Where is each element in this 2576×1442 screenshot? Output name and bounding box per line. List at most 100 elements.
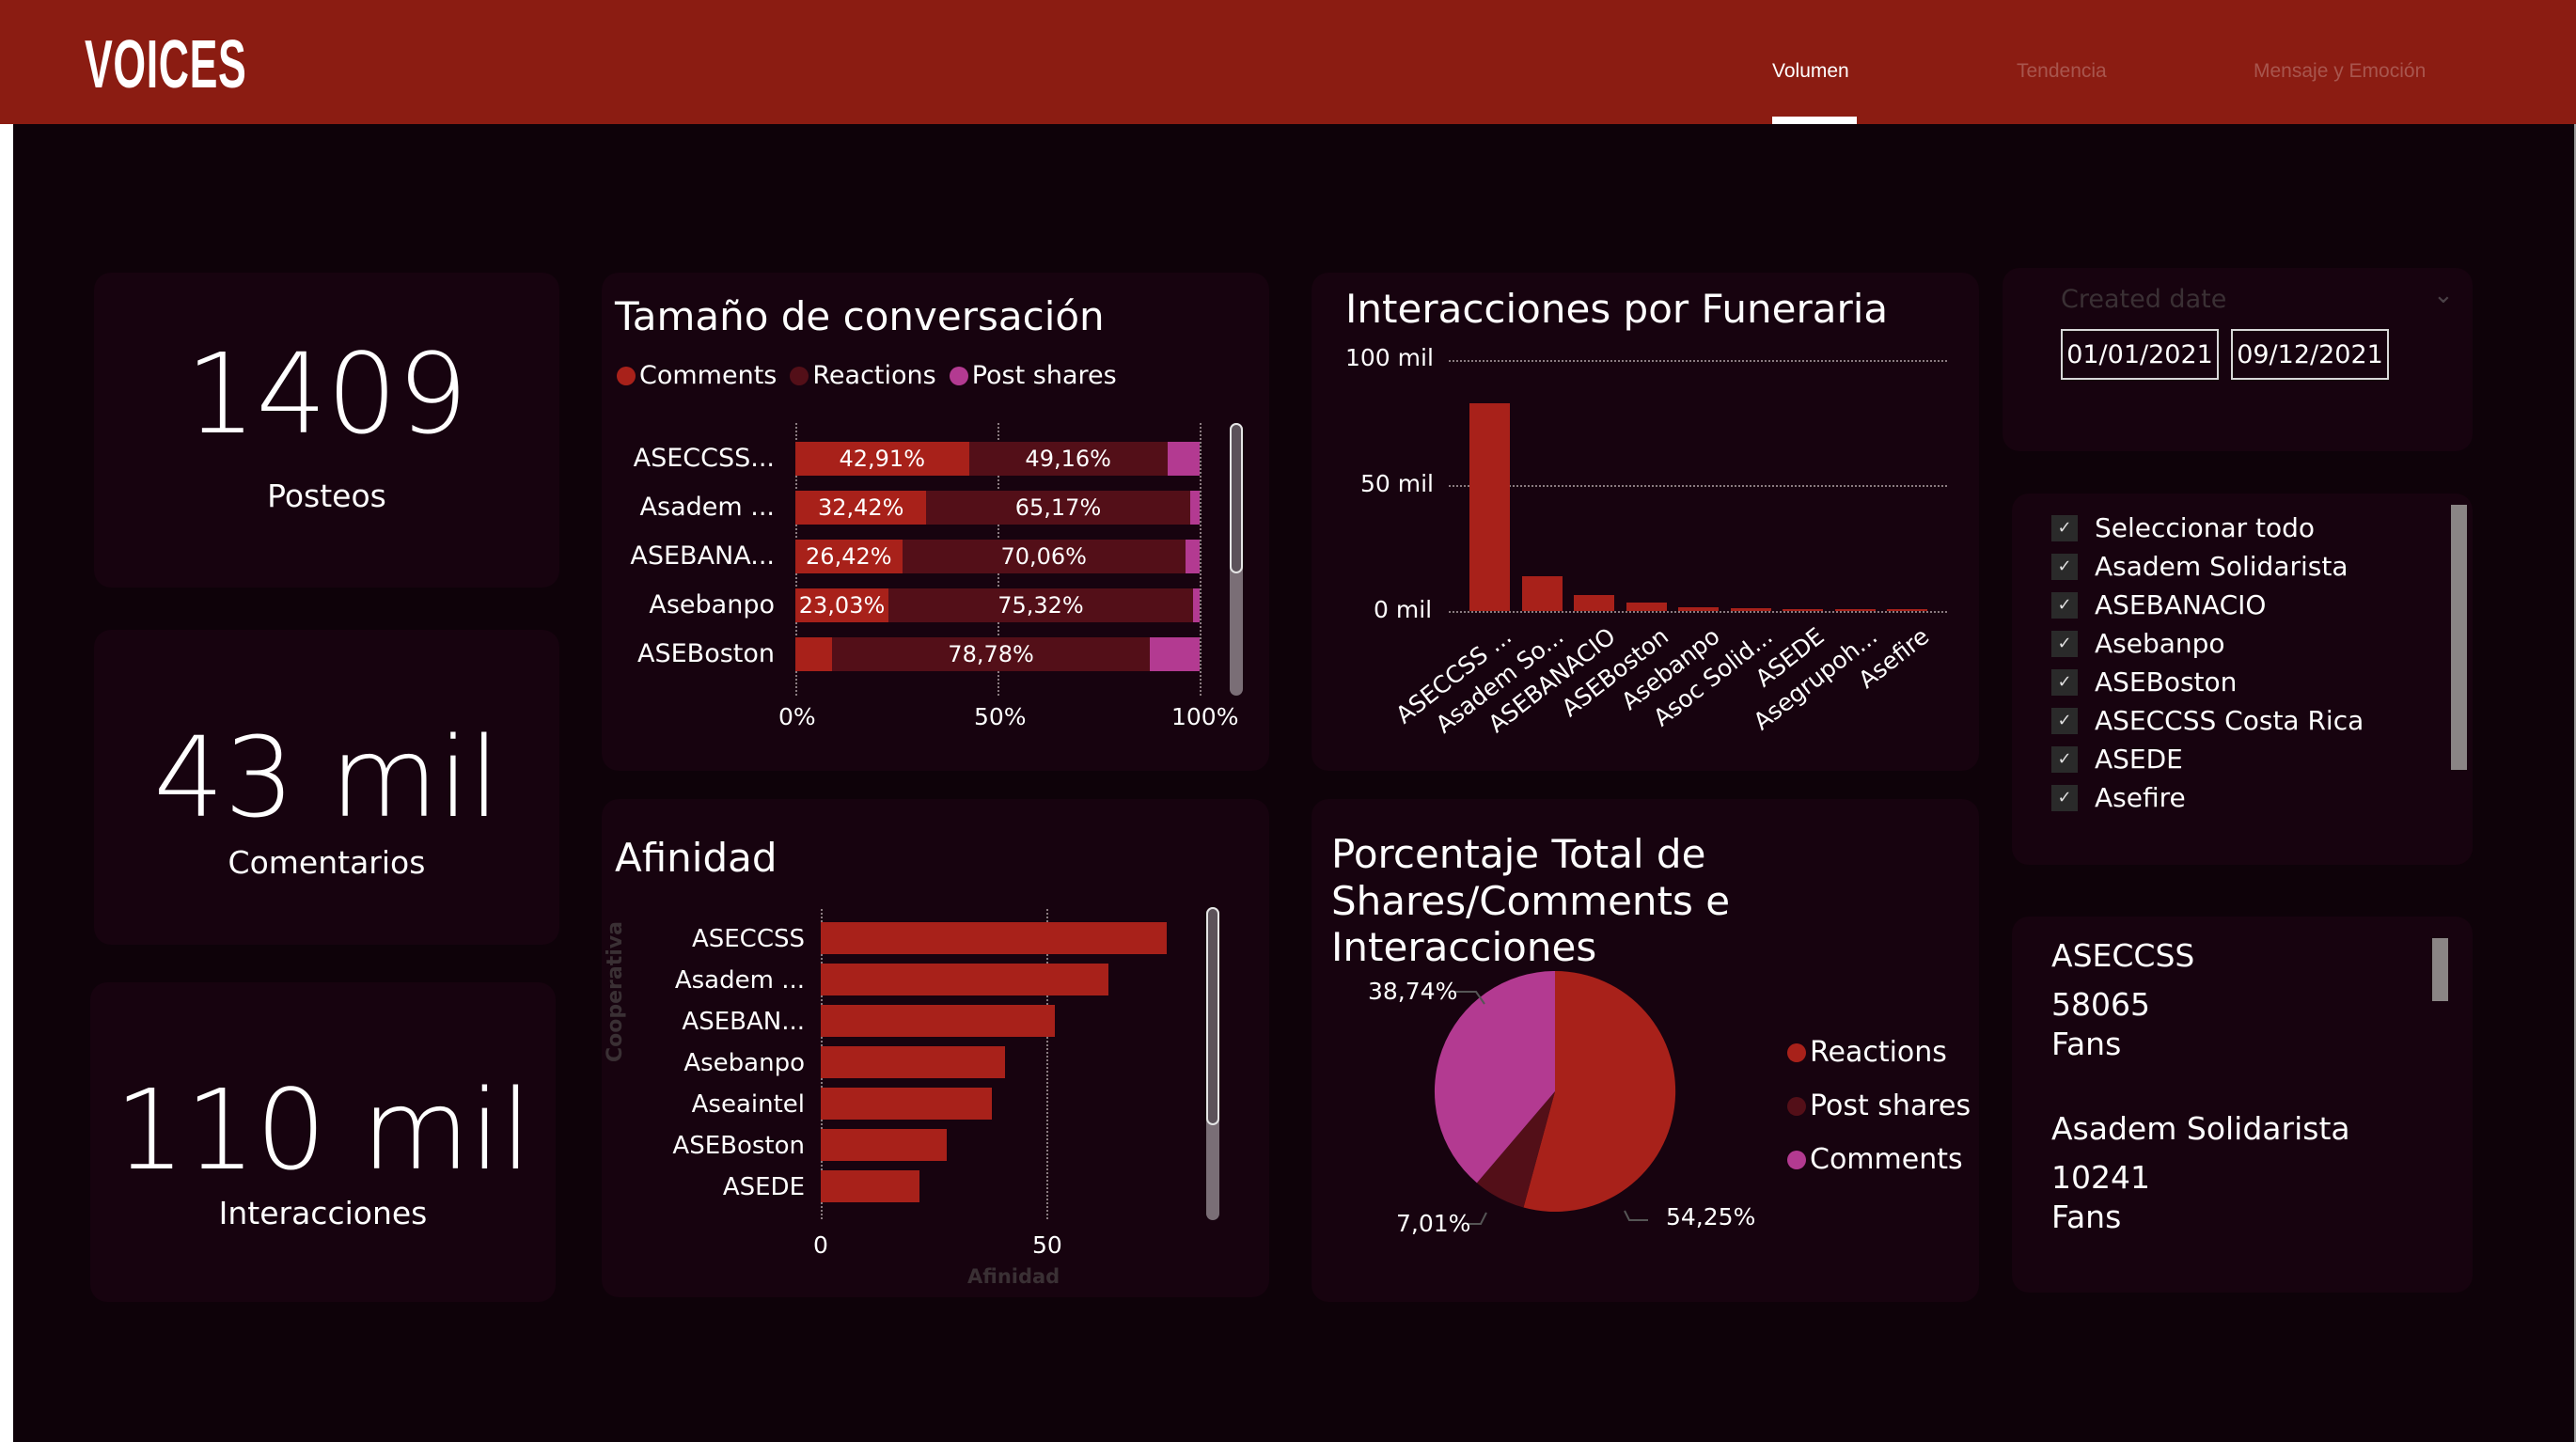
checkbox-checked-icon[interactable]: ✓	[2051, 630, 2078, 657]
scrollbar-thumb[interactable]	[2432, 938, 2448, 1001]
fans-unit: Fans	[2051, 1199, 2122, 1235]
chart-title: Afinidad	[615, 835, 778, 881]
slicer-item[interactable]: ✓ Asebanpo	[2051, 628, 2225, 659]
pie-slice-comments[interactable]	[1434, 971, 1555, 1183]
stacked-bar-row[interactable]: 32,42% 65,17%	[795, 491, 1200, 525]
legend-dot	[1787, 1150, 1806, 1169]
bar-aseccss[interactable]	[821, 922, 1167, 954]
legend-dot	[949, 366, 968, 385]
x-axis-title: Afinidad	[967, 1265, 1060, 1288]
bar-aseboston[interactable]	[1626, 603, 1667, 611]
segment-post-shares	[1192, 588, 1200, 622]
bar-asadem[interactable]	[1522, 576, 1563, 611]
checkbox-checked-icon[interactable]: ✓	[2051, 553, 2078, 580]
legend-dot	[790, 366, 809, 385]
chart-legend: Comments Reactions Post shares	[617, 361, 1117, 390]
fans-entity-name: ASECCSS	[2051, 937, 2195, 974]
legend-item-reactions[interactable]: Reactions	[1787, 1036, 1947, 1069]
tab-volumen[interactable]: Volumen	[1772, 60, 1849, 82]
checkbox-checked-icon[interactable]: ✓	[2051, 745, 2078, 773]
segment-reactions: 75,32%	[888, 588, 1193, 622]
chevron-down-icon[interactable]: ⌄	[2433, 281, 2454, 309]
legend-item-comments[interactable]: Comments	[617, 361, 777, 390]
stacked-bar-row[interactable]: 23,03% 75,32%	[795, 588, 1200, 622]
slicer-item[interactable]: ✓ Asefire	[2051, 782, 2186, 813]
legend-item-post-shares[interactable]: Post shares	[949, 361, 1117, 390]
chart-title-line2: Shares/Comments e Interacciones	[1331, 878, 1731, 970]
date-slicer-card: Created date ⌄ 01/01/2021 09/12/2021	[2003, 268, 2473, 451]
y-tick: 0 mil	[1374, 596, 1433, 623]
fans-entity-name: Asadem Solidarista	[2051, 1110, 2350, 1147]
list-clip	[2012, 821, 2473, 865]
segment-post-shares	[1150, 637, 1200, 671]
bar-asefire[interactable]	[1887, 609, 1927, 611]
segment-comments: 42,91%	[795, 442, 969, 476]
slicer-item[interactable]: ✓ ASEDE	[2051, 744, 2183, 775]
category-label: ASECCSS...	[633, 444, 775, 473]
end-date-input[interactable]: 09/12/2021	[2231, 329, 2389, 380]
bar-aseboston[interactable]	[821, 1129, 947, 1161]
bar-aseban[interactable]	[821, 1005, 1055, 1037]
y-tick: 50 mil	[1360, 470, 1435, 497]
slicer-item[interactable]: ✓ ASEBANACIO	[2051, 589, 2266, 620]
bar-asebanpo[interactable]	[821, 1046, 1005, 1078]
bar-asebanpo[interactable]	[1678, 607, 1719, 611]
stacked-bar-row[interactable]: 78,78%	[795, 637, 1200, 671]
fans-count: 10241	[2051, 1159, 2150, 1196]
bar-asadem[interactable]	[821, 964, 1108, 995]
slicer-item[interactable]: ✓ ASEBoston	[2051, 666, 2237, 697]
legend-item-comments[interactable]: Comments	[1787, 1143, 1963, 1176]
segment-comments	[795, 637, 832, 671]
category-label: ASECCSS	[691, 925, 805, 953]
top-nav-bar: VOICES Volumen Tendencia Mensaje y Emoci…	[0, 0, 2576, 124]
active-tab-indicator	[1772, 117, 1857, 124]
slicer-item[interactable]: ✓ Asadem Solidarista	[2051, 551, 2348, 582]
bar-aseaintel[interactable]	[821, 1088, 992, 1120]
bar-asebanacio[interactable]	[1574, 595, 1614, 611]
segment-comments: 23,03%	[795, 588, 889, 622]
checkbox-checked-icon[interactable]: ✓	[2051, 668, 2078, 696]
segment-reactions: 78,78%	[831, 637, 1151, 671]
checkbox-checked-icon[interactable]: ✓	[2051, 707, 2078, 734]
legend-item-reactions[interactable]: Reactions	[790, 361, 936, 390]
x-tick: 100%	[1171, 703, 1239, 730]
checkbox-checked-icon[interactable]: ✓	[2051, 514, 2078, 541]
slicer-item-select-all[interactable]: ✓ Seleccionar todo	[2051, 512, 2315, 543]
tab-tendencia[interactable]: Tendencia	[2017, 60, 2107, 82]
scrollbar-thumb[interactable]	[1230, 423, 1243, 573]
kpi-label: Interacciones	[218, 1195, 428, 1231]
category-label: Asebanpo	[649, 590, 775, 619]
chart-card-porcentaje-total: Porcentaje Total de Shares/Comments e In…	[1312, 799, 1979, 1302]
checkbox-checked-icon[interactable]: ✓	[2051, 591, 2078, 619]
category-label: ASEBoston	[672, 1132, 805, 1160]
gridline	[1200, 423, 1202, 696]
stacked-bar-row[interactable]: 42,91% 49,16%	[795, 442, 1200, 476]
pie-slice-reactions[interactable]	[1523, 970, 1676, 1212]
start-date-input[interactable]: 01/01/2021	[2061, 329, 2219, 380]
kpi-label: Posteos	[267, 478, 386, 514]
category-label: ASEBAN...	[682, 1008, 805, 1036]
legend-dot	[1787, 1096, 1806, 1116]
pie-legend: Reactions Post shares Comments	[1787, 1036, 1971, 1176]
chart-title: Interacciones por Funeraria	[1345, 286, 1889, 332]
checkbox-checked-icon[interactable]: ✓	[2051, 784, 2078, 811]
scrollbar-thumb[interactable]	[2451, 505, 2467, 770]
scrollbar-thumb[interactable]	[1206, 907, 1219, 1125]
bar-asede[interactable]	[821, 1170, 919, 1202]
legend-item-post-shares[interactable]: Post shares	[1787, 1089, 1971, 1122]
stacked-bar-row[interactable]: 26,42% 70,06%	[795, 540, 1200, 573]
x-tick: 0	[813, 1231, 828, 1259]
category-label: ASEBoston	[637, 639, 775, 668]
pie-chart[interactable]	[1432, 969, 1678, 1214]
bar-aseccss[interactable]	[1469, 403, 1510, 611]
kpi-label: Comentarios	[228, 844, 426, 881]
tab-mensaje-emocion[interactable]: Mensaje y Emoción	[2254, 60, 2427, 82]
slicer-item[interactable]: ✓ ASECCSS Costa Rica	[2051, 705, 2364, 736]
bar-asegrupoh[interactable]	[1835, 609, 1876, 611]
pie-slice-post-shares[interactable]	[1476, 1091, 1555, 1208]
bar-asede[interactable]	[1783, 609, 1823, 611]
bar-asoc-solid[interactable]	[1731, 608, 1771, 611]
chart-card-interacciones-funeraria: Interacciones por Funeraria 100 mil 50 m…	[1312, 273, 1979, 771]
x-tick: 50	[1032, 1231, 1062, 1259]
y-tick: 100 mil	[1345, 344, 1434, 371]
